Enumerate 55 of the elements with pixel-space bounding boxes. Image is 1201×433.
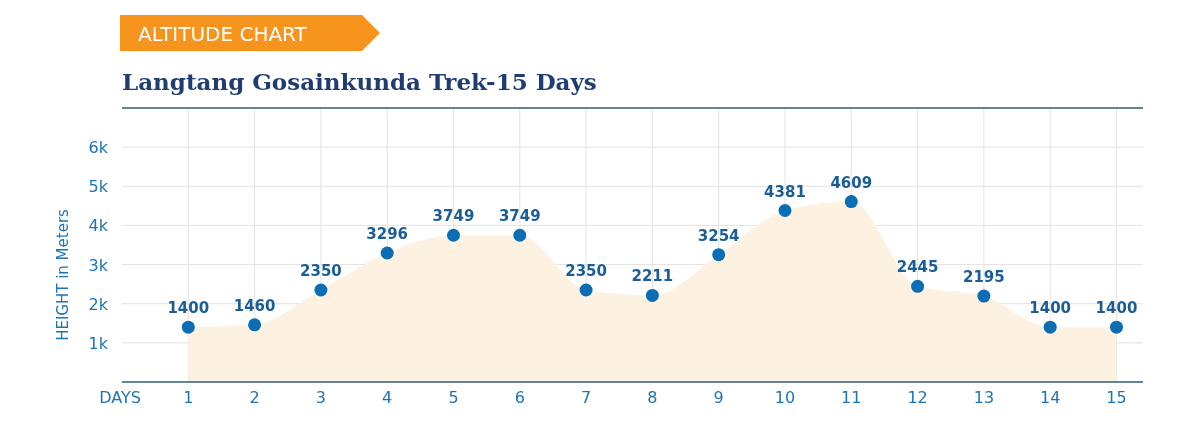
point bbox=[645, 288, 659, 302]
x-tick-label: 13 bbox=[973, 388, 995, 407]
point bbox=[380, 246, 394, 260]
data-label: 1400 bbox=[1095, 299, 1138, 318]
point bbox=[579, 283, 593, 297]
chart-title: Langtang Gosainkunda Trek-15 Days bbox=[122, 68, 597, 95]
x-tick-label: 9 bbox=[713, 388, 724, 407]
x-tick-label: 1 bbox=[183, 388, 194, 407]
point bbox=[1043, 320, 1057, 334]
y-tick-label: 6k bbox=[88, 138, 109, 158]
point bbox=[977, 289, 991, 303]
y-tick-label: 1k bbox=[88, 333, 109, 353]
x-tick-label: 2 bbox=[249, 388, 260, 407]
x-axis-title: DAYS bbox=[99, 388, 141, 407]
chart-subtitle: ALTITUDE CHART bbox=[138, 22, 308, 46]
data-label: 1400 bbox=[167, 299, 210, 318]
data-label: 3296 bbox=[366, 224, 409, 243]
data-label: 4609 bbox=[830, 173, 873, 192]
data-label: 2445 bbox=[896, 258, 939, 277]
x-tick-label: 12 bbox=[907, 388, 928, 407]
point bbox=[446, 228, 460, 242]
point bbox=[314, 283, 328, 297]
x-tick-label: 3 bbox=[315, 388, 326, 407]
x-tick-label: 4 bbox=[382, 388, 393, 407]
data-label: 1400 bbox=[1029, 299, 1072, 318]
point bbox=[248, 318, 262, 332]
point bbox=[1109, 320, 1123, 334]
point bbox=[181, 320, 195, 334]
data-label: 3749 bbox=[498, 207, 541, 226]
point bbox=[513, 228, 527, 242]
data-label: 3749 bbox=[432, 207, 475, 226]
point bbox=[712, 248, 726, 262]
data-label: 2195 bbox=[963, 268, 1005, 287]
data-label: 2211 bbox=[631, 267, 674, 286]
x-tick-label: 8 bbox=[647, 388, 658, 407]
y-tick-label: 5k bbox=[88, 177, 109, 197]
x-tick-label: 11 bbox=[841, 388, 862, 407]
data-label: 2350 bbox=[300, 262, 342, 281]
x-tick-label: 7 bbox=[581, 388, 592, 407]
x-tick-label: 14 bbox=[1040, 388, 1061, 407]
data-label: 3254 bbox=[697, 226, 740, 245]
point bbox=[844, 195, 858, 209]
data-label: 1460 bbox=[233, 296, 276, 315]
y-tick-label: 4k bbox=[88, 216, 109, 236]
x-tick-label: 5 bbox=[448, 388, 459, 407]
point bbox=[911, 279, 925, 293]
y-tick-label: 2k bbox=[88, 294, 109, 314]
data-label: 4381 bbox=[764, 182, 806, 201]
y-axis-title: HEIGHT in Meters bbox=[54, 208, 72, 341]
x-tick-label: 15 bbox=[1106, 388, 1127, 407]
point bbox=[778, 204, 792, 218]
x-tick-label: 6 bbox=[514, 388, 525, 407]
x-tick-label: 10 bbox=[774, 388, 796, 407]
y-tick-label: 3k bbox=[88, 255, 109, 275]
data-label: 2350 bbox=[565, 262, 607, 281]
